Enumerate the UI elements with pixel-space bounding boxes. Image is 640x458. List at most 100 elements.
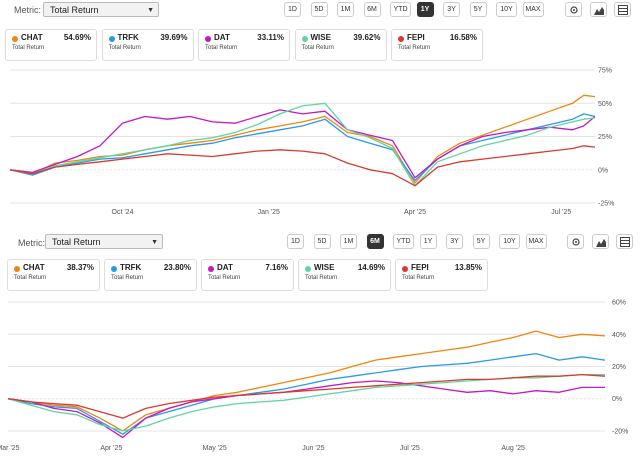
legend-ticker: CHAT <box>23 263 45 272</box>
settings-button[interactable] <box>567 234 584 249</box>
y-tick-label: 0% <box>598 167 608 174</box>
table-icon <box>618 5 628 15</box>
legend-subtitle: Total Return <box>208 275 240 281</box>
legend-value: 23.80% <box>164 263 191 272</box>
range-button-1y[interactable]: 1Y <box>417 2 434 17</box>
x-tick-label: Apr '25 <box>100 445 122 452</box>
mountain-chart-icon <box>596 237 606 247</box>
y-tick-label: -25% <box>598 201 614 208</box>
legend-ticker: WISE <box>314 263 334 272</box>
range-button-1d[interactable]: 1D <box>287 234 304 249</box>
range-button-5d[interactable]: 5D <box>314 234 331 249</box>
series-line-wise <box>10 103 595 185</box>
panel-6m: Metric: Total Return ▼ 1D 5D 1M 6M YTD 1Y 3Y 5Y… <box>0 228 640 456</box>
legend-subtitle: Total Return <box>205 45 237 51</box>
legend-value: 13.85% <box>455 263 482 272</box>
legend-dot-icon <box>398 36 404 42</box>
table-view-button[interactable] <box>614 2 631 17</box>
legend-card-trfk[interactable]: TRFK 23.80% Total Return <box>104 259 197 291</box>
metric-select[interactable]: Total Return ▼ <box>45 234 163 249</box>
range-button-1d[interactable]: 1D <box>284 2 301 17</box>
series-line-chat <box>8 331 605 431</box>
legend-subtitle: Total Return <box>14 275 46 281</box>
legend-card-trfk[interactable]: TRFK 39.69% Total Return <box>102 29 194 61</box>
legend-subtitle: Total Return <box>402 275 434 281</box>
range-button-10y[interactable]: 10Y <box>499 234 520 249</box>
range-button-max[interactable]: MAX <box>526 234 547 249</box>
legend-ticker: TRFK <box>120 263 141 272</box>
legend-card-fepi[interactable]: FEPI 13.85% Total Return <box>395 259 488 291</box>
table-icon <box>620 237 630 247</box>
legend-subtitle: Total Return <box>302 45 334 51</box>
metric-select-value: Total Return <box>50 5 99 15</box>
legend-card-dat[interactable]: DAT 33.11% Total Return <box>198 29 290 61</box>
range-button-5d[interactable]: 5D <box>311 2 328 17</box>
legend-subtitle: Total Return <box>305 275 337 281</box>
legend-dot-icon <box>14 266 20 272</box>
legend-subtitle: Total Return <box>12 45 44 51</box>
legend-value: 54.69% <box>64 33 91 42</box>
legend-card-dat[interactable]: DAT 7.16% Total Return <box>201 259 294 291</box>
legend-subtitle: Total Return <box>109 45 141 51</box>
series-line-fepi <box>10 146 595 186</box>
metric-select[interactable]: Total Return ▼ <box>43 2 159 17</box>
x-tick-label: Apr '25 <box>404 209 426 216</box>
range-button-1m[interactable]: 1M <box>340 234 357 249</box>
range-button-ytd[interactable]: YTD <box>390 2 411 17</box>
metric-label: Metric: <box>14 5 41 15</box>
y-tick-label: 20% <box>612 364 626 371</box>
y-tick-label: -20% <box>612 428 628 435</box>
legend-dot-icon <box>402 266 408 272</box>
x-tick-label: Jul '25 <box>551 209 571 216</box>
series-line-fepi <box>8 375 605 419</box>
legend-ticker: FEPI <box>407 33 425 42</box>
range-button-10y[interactable]: 10Y <box>496 2 517 17</box>
range-button-3y[interactable]: 3Y <box>443 2 460 17</box>
legend-card-wise[interactable]: WISE 14.69% Total Return <box>298 259 391 291</box>
x-tick-label: May '25 <box>203 445 227 452</box>
chart-type-button[interactable] <box>590 2 607 17</box>
legend-value: 33.11% <box>257 33 284 42</box>
range-button-5y[interactable]: 5Y <box>473 234 490 249</box>
chart-type-button[interactable] <box>592 234 609 249</box>
series-line-dat <box>10 110 595 178</box>
y-tick-label: 60% <box>612 300 626 307</box>
chevron-down-icon: ▼ <box>147 3 154 18</box>
range-button-5y[interactable]: 5Y <box>470 2 487 17</box>
gear-icon <box>569 5 579 15</box>
x-tick-label: Oct '24 <box>112 209 134 216</box>
legend-dot-icon <box>302 36 308 42</box>
legend-ticker: FEPI <box>411 263 429 272</box>
legend-value: 7.16% <box>265 263 288 272</box>
legend-ticker: DAT <box>214 33 230 42</box>
y-tick-label: 25% <box>598 134 612 141</box>
legend-value: 39.69% <box>160 33 187 42</box>
settings-button[interactable] <box>565 2 582 17</box>
legend-dot-icon <box>305 266 311 272</box>
metric-select-value: Total Return <box>52 237 101 247</box>
panel-1y: Metric: Total Return ▼ 1D 5D 1M 6M YTD 1Y 3Y 5Y… <box>0 0 640 228</box>
y-tick-label: 0% <box>612 396 622 403</box>
range-button-max[interactable]: MAX <box>523 2 544 17</box>
legend-card-chat[interactable]: CHAT 54.69% Total Return <box>5 29 97 61</box>
legend-dot-icon <box>109 36 115 42</box>
legend-ticker: CHAT <box>21 33 43 42</box>
legend-value: 16.58% <box>450 33 477 42</box>
gear-icon <box>571 237 581 247</box>
legend-card-chat[interactable]: CHAT 38.37% Total Return <box>7 259 100 291</box>
y-tick-label: 50% <box>598 101 612 108</box>
range-button-3y[interactable]: 3Y <box>446 234 463 249</box>
mountain-chart-icon <box>594 5 604 15</box>
x-tick-label: Jul '25 <box>400 445 420 452</box>
legend-card-fepi[interactable]: FEPI 16.58% Total Return <box>391 29 483 61</box>
range-button-1m[interactable]: 1M <box>337 2 354 17</box>
legend-card-wise[interactable]: WISE 39.62% Total Return <box>295 29 387 61</box>
x-tick-label: Jun '25 <box>302 445 324 452</box>
range-button-6m[interactable]: 6M <box>364 2 381 17</box>
range-button-ytd[interactable]: YTD <box>393 234 414 249</box>
table-view-button[interactable] <box>616 234 633 249</box>
chevron-down-icon: ▼ <box>151 235 158 250</box>
legend-dot-icon <box>111 266 117 272</box>
range-button-6m[interactable]: 6M <box>367 234 384 249</box>
range-button-1y[interactable]: 1Y <box>420 234 437 249</box>
